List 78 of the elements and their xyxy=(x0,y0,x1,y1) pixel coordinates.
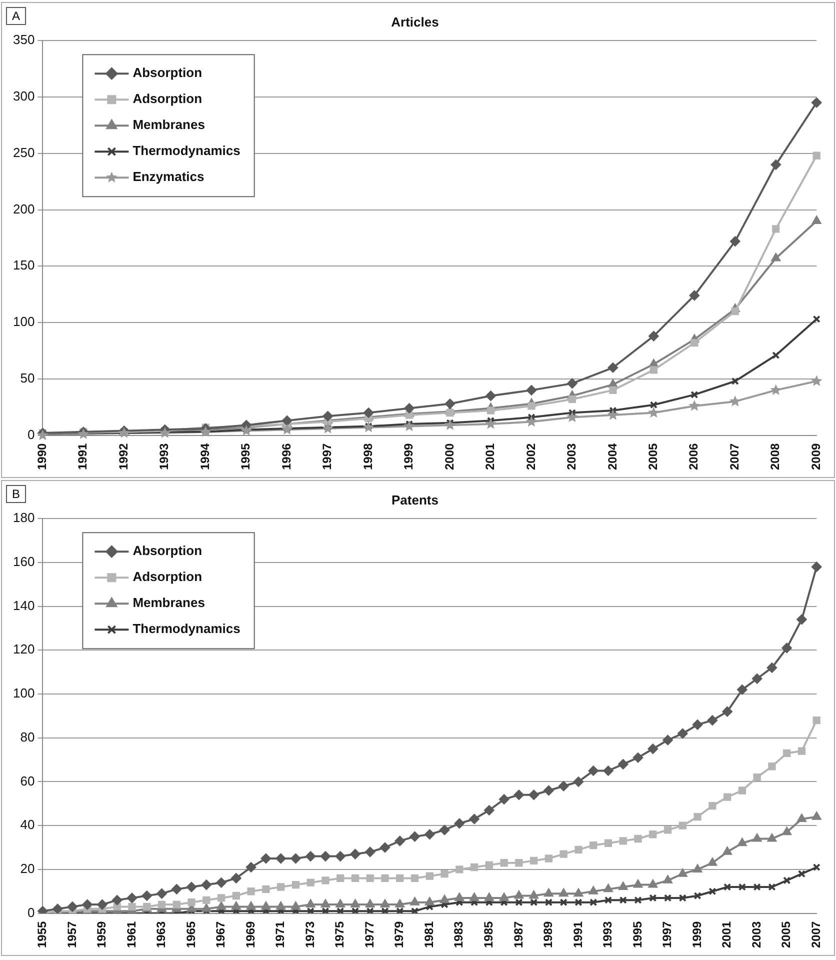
legend-label: Thermodynamics xyxy=(132,621,240,636)
x-tick-label: 2005 xyxy=(646,442,660,470)
y-tick-label: 140 xyxy=(12,598,35,613)
x-tick-label: 1985 xyxy=(481,920,496,948)
y-tick-label: 200 xyxy=(12,201,35,216)
y-tick-label: 150 xyxy=(12,258,35,273)
y-tick-label: 50 xyxy=(20,370,35,386)
text: B xyxy=(6,485,26,503)
x-tick-label: 1997 xyxy=(660,920,674,948)
x-tick-label: 1999 xyxy=(690,920,704,948)
x-tick-label: 1967 xyxy=(214,920,228,948)
x-tick-label: 1989 xyxy=(541,920,556,948)
x-tick-label: 1995 xyxy=(238,442,253,470)
x-tick-label: 1983 xyxy=(452,920,466,948)
x-tick-label: 1997 xyxy=(320,442,334,470)
x-tick-label: 2001 xyxy=(720,920,734,948)
chart-title: Articles xyxy=(391,14,439,30)
x-tick-label: 2006 xyxy=(686,442,701,470)
x-tick-label: 1971 xyxy=(273,920,288,948)
x-tick-label: 1991 xyxy=(570,920,585,948)
x-tick-label: 2008 xyxy=(768,442,782,470)
x-tick-label: 1963 xyxy=(154,920,168,948)
y-tick-label: 80 xyxy=(20,729,35,744)
legend-label: Membranes xyxy=(132,595,205,610)
y-tick-label: 60 xyxy=(20,773,35,788)
x-tick-label: 1996 xyxy=(279,442,294,470)
x-tick-label: 2003 xyxy=(749,920,764,948)
x-tick-label: 2001 xyxy=(483,442,498,470)
chart-title: Patents xyxy=(392,492,438,508)
x-tick-label: 1969 xyxy=(243,920,258,948)
y-tick-label: 40 xyxy=(20,817,35,832)
x-tick-label: 1998 xyxy=(360,442,375,470)
x-tick-label: 2005 xyxy=(779,920,794,948)
x-tick-label: 2002 xyxy=(524,442,538,470)
y-tick-label: 100 xyxy=(12,314,35,330)
x-tick-label: 1993 xyxy=(600,920,615,948)
x-tick-label: 1981 xyxy=(422,920,436,948)
x-tick-label: 1977 xyxy=(362,920,376,948)
y-tick-label: 160 xyxy=(12,554,35,570)
legend-label: Absorption xyxy=(132,65,202,80)
x-tick-label: 1955 xyxy=(35,920,49,948)
x-tick-label: 2004 xyxy=(605,442,620,470)
x-tick-label: 1992 xyxy=(116,442,130,470)
x-tick-label: 1959 xyxy=(94,920,109,948)
legend-label: Absorption xyxy=(132,543,202,558)
x-tick-label: 2003 xyxy=(564,442,579,470)
y-tick-label: 0 xyxy=(27,426,35,442)
x-tick-label: 1957 xyxy=(64,920,79,948)
x-tick-label: 1979 xyxy=(392,920,406,948)
x-tick-label: 1999 xyxy=(402,442,416,470)
x-tick-label: 1961 xyxy=(124,920,138,948)
legend-label: Adsorption xyxy=(132,569,202,584)
x-tick-label: 1993 xyxy=(157,442,172,470)
y-tick-label: 100 xyxy=(12,686,35,701)
x-tick-label: 2007 xyxy=(727,442,742,470)
x-tick-label: 1965 xyxy=(184,920,198,948)
y-tick-label: 250 xyxy=(12,144,35,160)
x-tick-label: 1990 xyxy=(35,442,49,470)
legend-label: Adsorption xyxy=(132,91,202,106)
y-tick-label: 300 xyxy=(12,88,35,104)
text: A xyxy=(6,7,26,25)
legend-label: Enzymatics xyxy=(132,169,204,184)
y-tick-label: 180 xyxy=(12,510,35,526)
x-tick-label: 2000 xyxy=(442,442,456,470)
x-tick-label: 1987 xyxy=(511,920,526,948)
x-tick-label: 2007 xyxy=(808,920,823,948)
x-tick-label: 1994 xyxy=(198,442,212,470)
x-tick-label: 1995 xyxy=(630,920,644,948)
y-tick-label: 0 xyxy=(27,904,35,920)
x-tick-label: 2009 xyxy=(808,442,823,470)
x-tick-label: 1975 xyxy=(332,920,347,948)
y-tick-label: 120 xyxy=(12,642,35,657)
legend-label: Thermodynamics xyxy=(132,143,240,158)
y-tick-label: 20 xyxy=(20,861,35,876)
x-tick-label: 1991 xyxy=(76,442,90,470)
x-tick-label: 1973 xyxy=(302,920,317,948)
y-tick-label: 350 xyxy=(12,32,35,48)
legend-label: Membranes xyxy=(132,117,205,132)
